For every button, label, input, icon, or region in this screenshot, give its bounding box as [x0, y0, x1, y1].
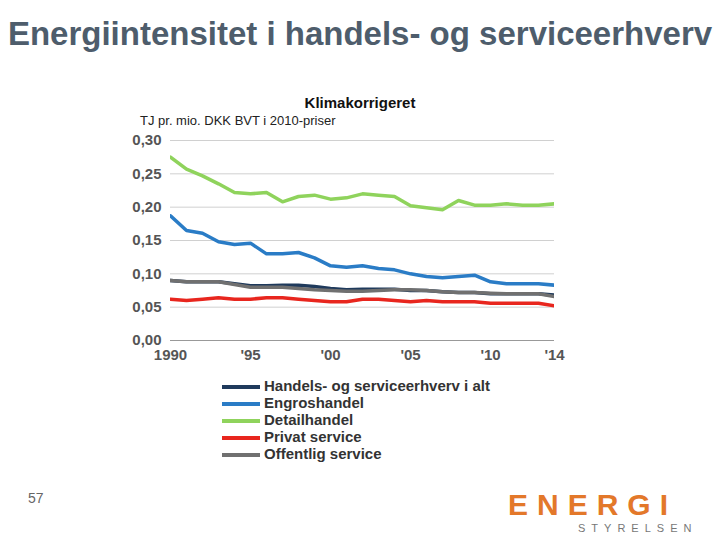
svg-text:'10: '10 [480, 346, 500, 363]
html-text:Klimakorrigeret: Klimakorrigeret [304, 94, 416, 111]
svg-text:0,00: 0,00 [132, 331, 162, 349]
html-text:Engroshandel: Engroshandel [264, 394, 364, 411]
html-text:Offentlig service: Offentlig service [264, 445, 382, 462]
svg-text:'00: '00 [320, 346, 340, 363]
svg-text:0,05: 0,05 [132, 298, 161, 315]
html-text:Detailhandel: Detailhandel [264, 411, 354, 428]
svg-text:0,10: 0,10 [132, 265, 161, 282]
svg-text:'95: '95 [240, 346, 260, 363]
svg-text:0,15: 0,15 [132, 231, 161, 248]
html-text:ENERGI: ENERGI [508, 488, 677, 521]
html-text:Handels- og serviceerhverv i a: Handels- og serviceerhverv i alt [264, 377, 490, 394]
svg-text:0,20: 0,20 [132, 198, 161, 215]
html-text:STYRELSEN: STYRELSEN [578, 522, 698, 534]
svg-text:'14: '14 [544, 346, 565, 363]
svg-text:'05: '05 [400, 346, 420, 363]
svg-text:0,25: 0,25 [132, 165, 161, 182]
html-text:57: 57 [28, 490, 44, 506]
svg-text:0,30: 0,30 [132, 131, 161, 148]
html-text:Energiintensitet i handels- og: Energiintensitet i handels- og serviceer… [7, 15, 713, 52]
svg-text:1990: 1990 [154, 346, 187, 363]
html-text:Privat service: Privat service [264, 428, 362, 445]
html-text:TJ pr. mio. DKK BVT i 2010-pri: TJ pr. mio. DKK BVT i 2010-priser [140, 113, 336, 128]
